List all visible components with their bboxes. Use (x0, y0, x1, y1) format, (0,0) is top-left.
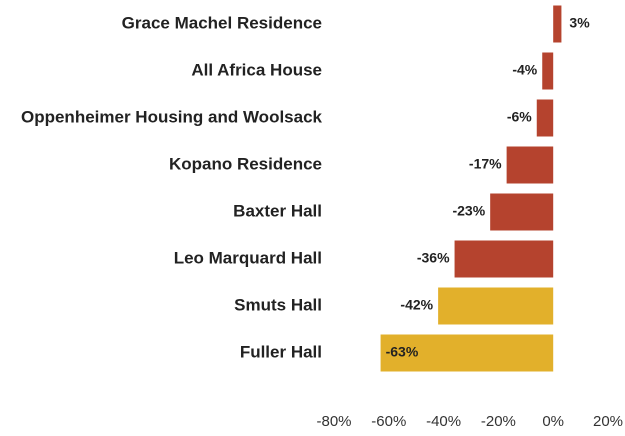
category-label: Leo Marquard Hall (174, 248, 322, 267)
bar (553, 5, 562, 43)
category-label: All Africa House (191, 60, 322, 79)
x-tick-label: -80% (316, 413, 351, 430)
category-label: Grace Machel Residence (122, 13, 322, 32)
bar (438, 287, 554, 325)
value-label: -17% (469, 156, 502, 172)
x-tick-label: 20% (593, 413, 623, 430)
value-label: -4% (512, 62, 537, 78)
bar (454, 240, 554, 278)
bar (490, 193, 554, 231)
category-label: Kopano Residence (169, 154, 322, 173)
bar (542, 52, 554, 90)
value-label: -42% (400, 297, 433, 313)
x-tick-label: -40% (426, 413, 461, 430)
category-label: Fuller Hall (240, 342, 322, 361)
bar (536, 99, 554, 137)
value-label: -63% (386, 344, 419, 360)
x-tick-label: -20% (481, 413, 516, 430)
bar (506, 146, 554, 184)
value-label: -6% (507, 109, 532, 125)
x-tick-label: -60% (371, 413, 406, 430)
value-label: 3% (569, 15, 590, 31)
x-tick-label: 0% (542, 413, 564, 430)
category-label: Baxter Hall (233, 201, 322, 220)
value-label: -36% (417, 250, 450, 266)
category-label: Smuts Hall (234, 295, 322, 314)
category-label: Oppenheimer Housing and Woolsack (21, 107, 323, 126)
value-label: -23% (452, 203, 485, 219)
bar (380, 334, 554, 372)
